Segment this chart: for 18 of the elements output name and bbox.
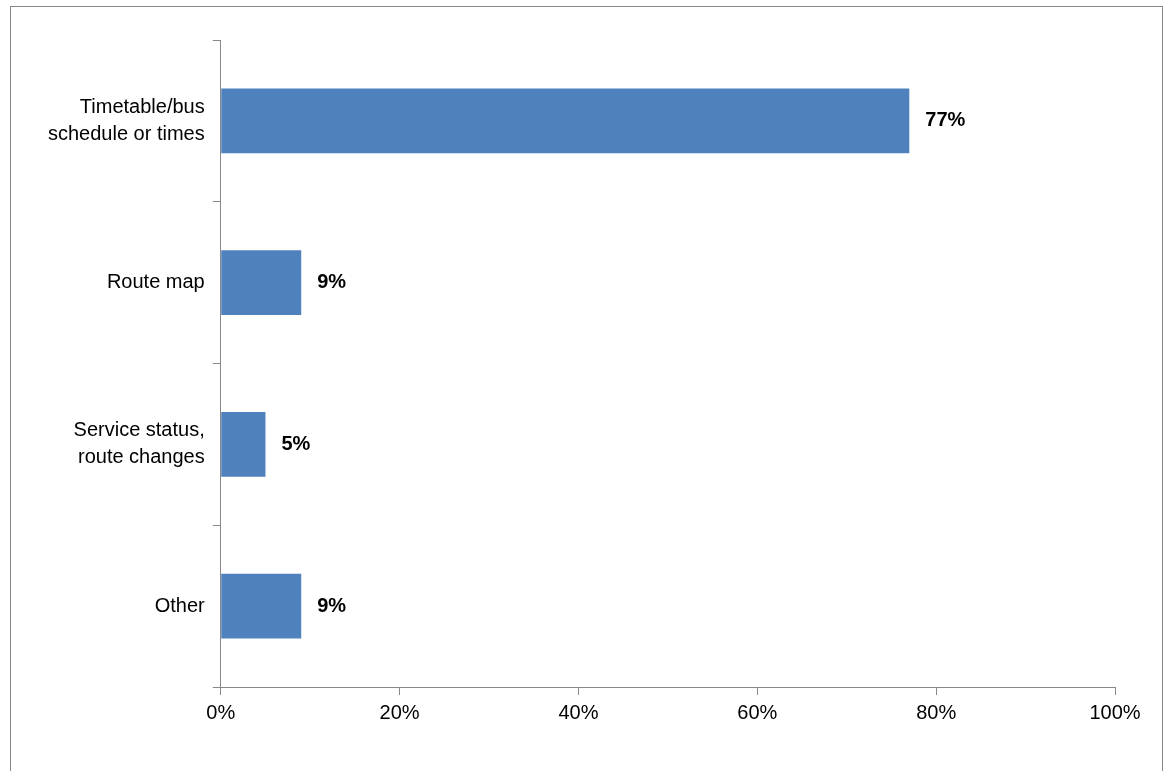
y-tick-label: Service status, route changes	[73, 418, 205, 468]
data-label: 9%	[317, 593, 347, 616]
data-label: 77%	[925, 108, 966, 131]
x-tick-label: 80%	[916, 700, 957, 723]
y-tick-label: Route map	[106, 270, 205, 293]
x-tick-label: 60%	[737, 700, 778, 723]
x-tick-label: 100%	[1089, 700, 1141, 723]
bar	[221, 573, 302, 639]
x-tick-label: 0%	[206, 700, 236, 723]
data-label: 9%	[317, 270, 347, 293]
bar	[221, 412, 266, 477]
x-tick-label: 40%	[558, 700, 599, 723]
y-tick-label: Timetable/bus schedule or times	[47, 94, 205, 144]
data-label: 5%	[281, 431, 311, 454]
bar	[221, 250, 302, 315]
y-tick-label: Other	[154, 593, 206, 616]
x-tick-label: 20%	[379, 700, 420, 723]
bar	[221, 88, 910, 154]
